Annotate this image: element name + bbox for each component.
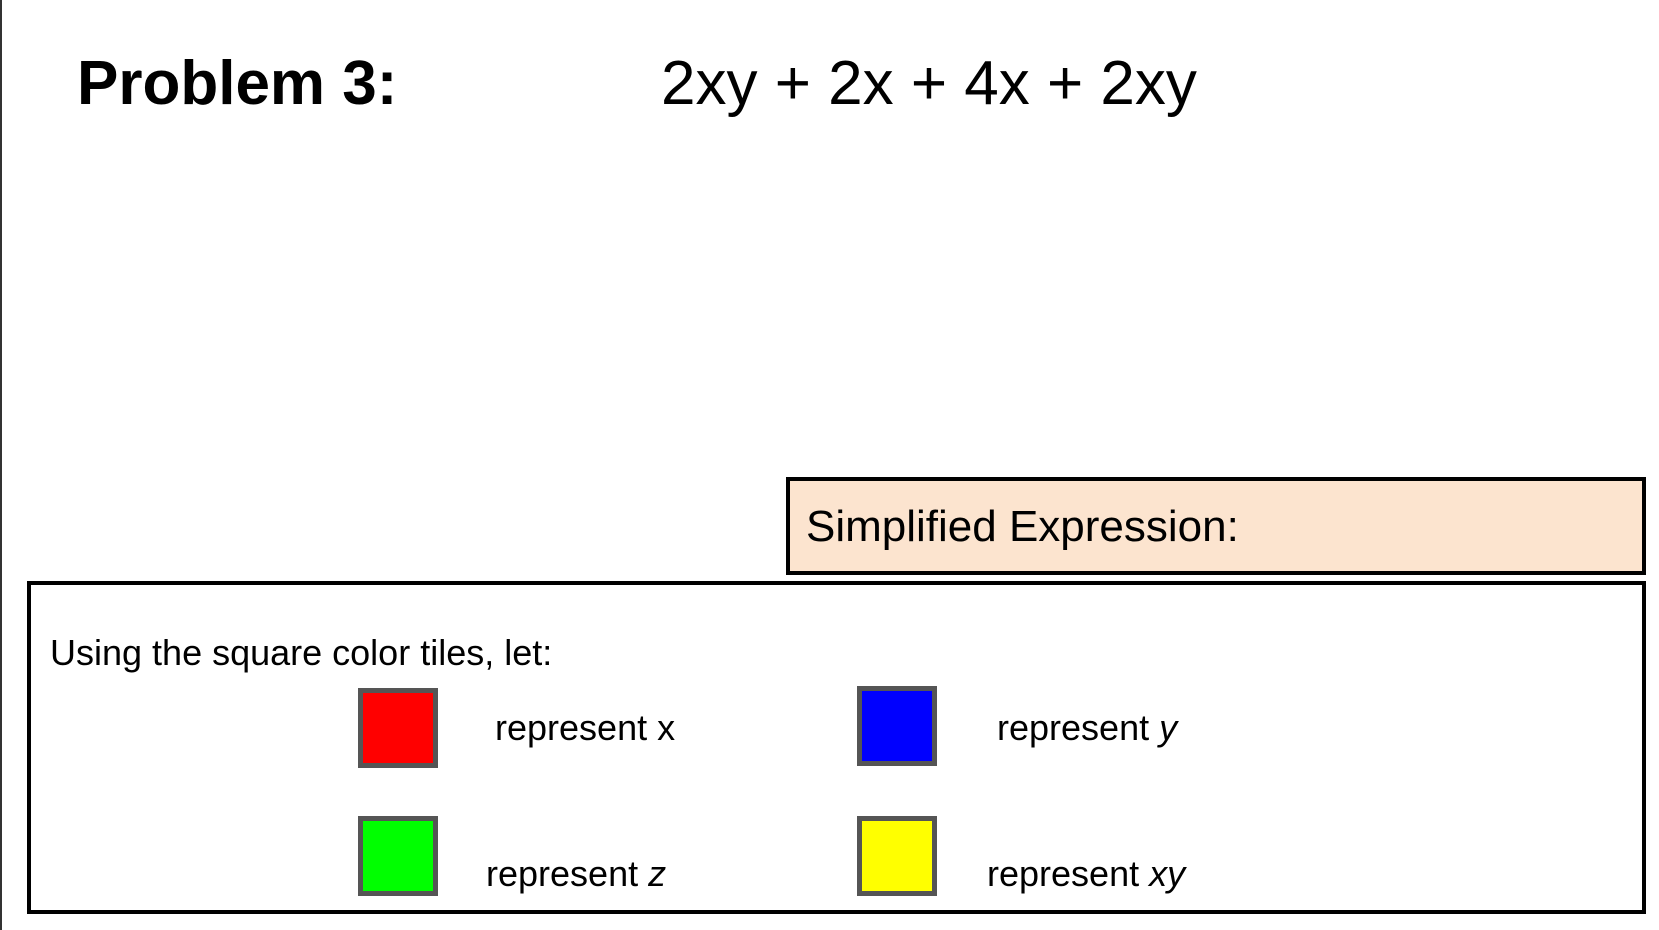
green-tile	[358, 816, 438, 896]
left-border-line	[0, 0, 2, 930]
simplified-expression-label: Simplified Expression:	[806, 502, 1239, 551]
problem-expression: 2xy + 2x + 4x + 2xy	[661, 49, 1197, 118]
label-variable: xy	[1149, 853, 1186, 894]
yellow-tile	[857, 816, 937, 896]
legend-label-y: represent y	[997, 706, 1177, 750]
simplified-expression-box[interactable]: Simplified Expression:	[786, 477, 1646, 575]
label-prefix: represent	[997, 707, 1160, 748]
legend-label-xy: represent xy	[987, 852, 1185, 896]
tile-legend-box: Using the square color tiles, let: repre…	[27, 581, 1646, 914]
problem-title: Problem 3:	[77, 49, 398, 118]
label-prefix: represent	[987, 853, 1150, 894]
label-prefix: represent	[495, 707, 658, 748]
blue-tile	[857, 686, 937, 766]
legend-label-z: represent z	[486, 852, 666, 896]
label-variable: z	[648, 853, 667, 894]
label-variable: y	[1159, 707, 1178, 748]
legend-intro: Using the square color tiles, let:	[50, 632, 553, 673]
label-prefix: represent	[486, 853, 649, 894]
legend-label-x: represent x	[495, 706, 675, 750]
label-variable: x	[657, 707, 676, 748]
red-tile	[358, 688, 438, 768]
